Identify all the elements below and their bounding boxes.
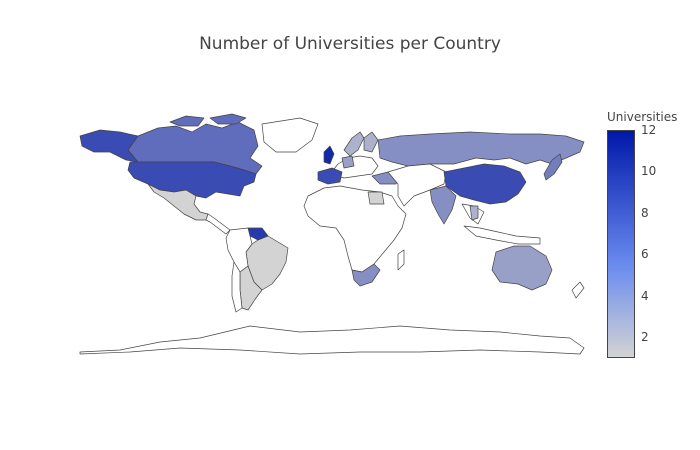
country-france (317, 167, 343, 185)
colorbar-tick-2: 2 (641, 330, 649, 345)
country-new-zealand (571, 281, 585, 299)
colorbar-tick-12: 12 (641, 123, 657, 137)
colorbar-tick-4: 4 (641, 288, 649, 303)
country-united-kingdom (323, 145, 335, 165)
country-egypt (367, 191, 385, 205)
country-south-africa (351, 263, 381, 287)
region-antarctica (79, 325, 585, 355)
country-chile (231, 261, 243, 313)
region-central-america (205, 213, 231, 235)
colorbar (607, 130, 635, 358)
colorbar-title: Universities (607, 110, 678, 124)
colorbar-tick-6: 6 (641, 247, 649, 262)
region-africa (303, 185, 407, 273)
colorbar-tick-10: 10 (641, 164, 657, 179)
country-finland (363, 131, 379, 153)
country-china (443, 163, 527, 205)
country-australia (491, 245, 553, 291)
colorbar-tick-8: 8 (641, 205, 649, 220)
country-germany (341, 155, 355, 169)
country-sweden (343, 131, 365, 157)
land-group (79, 113, 585, 355)
country-madagascar (397, 249, 405, 271)
country-thailand (469, 205, 479, 221)
country-japan (543, 153, 563, 181)
country-india (429, 185, 457, 225)
country-alaska (79, 129, 139, 163)
region-indonesia (463, 225, 541, 245)
country-canada-islands (169, 113, 247, 127)
map-title: Number of Universities per Country (199, 34, 501, 54)
country-greenland (261, 117, 319, 153)
